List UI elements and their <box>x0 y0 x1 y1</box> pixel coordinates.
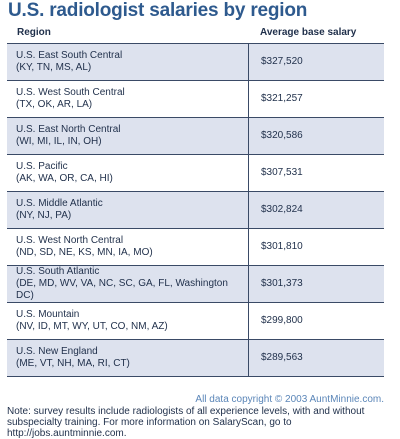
region-cell: U.S. East South Central (KY, TN, MS, AL) <box>7 43 249 81</box>
region-states: (NY, NJ, PA) <box>16 210 72 221</box>
table-header: Region Average base salary <box>7 27 384 39</box>
region-cell: U.S. South Atlantic (DE, MD, WV, VA, NC, … <box>7 265 249 303</box>
region-cell: U.S. Middle Atlantic (NY, NJ, PA) <box>7 191 249 229</box>
region-name: U.S. East South Central <box>16 50 123 61</box>
footnote: Note: survey results include radiologist… <box>7 406 365 439</box>
table-row: U.S. West South Central (TX, OK, AR, LA) $… <box>7 80 384 118</box>
salary-value: $321,257 <box>248 80 384 118</box>
region-cell: U.S. East North Central (WI, MI, IL, IN, … <box>7 117 249 155</box>
table-row: U.S. New England (ME, VT, NH, MA, RI, CT)… <box>7 339 384 377</box>
region-states: (TX, OK, AR, LA) <box>16 99 93 110</box>
region-states: (WI, MI, IL, IN, OH) <box>16 136 102 147</box>
region-name: U.S. South Atlantic <box>16 266 100 277</box>
region-cell: U.S. West North Central (ND, SD, NE, KS, … <box>7 228 249 266</box>
region-name: U.S. West South Central <box>16 87 125 98</box>
salary-value: $327,520 <box>248 43 384 81</box>
region-cell: U.S. New England (ME, VT, NH, MA, RI, CT) <box>7 339 249 377</box>
table-row: U.S. Mountain (NV, ID, MT, WY, UT, CO, NM… <box>7 302 384 340</box>
column-header-region: Region <box>17 27 51 38</box>
table-row: U.S. Middle Atlantic (NY, NJ, PA) $302,824 <box>7 191 384 229</box>
region-name: U.S. West North Central <box>16 235 124 246</box>
table-row: U.S. South Atlantic (DE, MD, WV, VA, NC, … <box>7 265 384 303</box>
table-row: U.S. Pacific (AK, WA, OR, CA, HI) $307,531 <box>7 154 384 192</box>
salary-value: $307,531 <box>248 154 384 192</box>
region-cell: U.S. West South Central (TX, OK, AR, LA) <box>7 80 249 118</box>
salary-value: $299,800 <box>248 302 384 340</box>
table-row: U.S. West North Central (ND, SD, NE, KS, … <box>7 228 384 266</box>
region-states: (ND, SD, NE, KS, MN, IA, MO) <box>16 247 153 258</box>
region-name: U.S. East North Central <box>16 124 121 135</box>
column-header-salary: Average base salary <box>260 27 357 38</box>
salary-table: Region Average base salary U.S. East Sou… <box>7 27 384 377</box>
region-states: (ME, VT, NH, MA, RI, CT) <box>16 358 130 369</box>
table-row: U.S. East North Central (WI, MI, IL, IN, … <box>7 117 384 155</box>
table-row: U.S. East South Central (KY, TN, MS, AL) $… <box>7 43 384 81</box>
copyright-note: All data copyright © 2003 AuntMinnie.com… <box>195 394 384 405</box>
salary-value: $302,824 <box>248 191 384 229</box>
salary-value: $320,586 <box>248 117 384 155</box>
region-name: U.S. Middle Atlantic <box>16 198 103 209</box>
region-states: (AK, WA, OR, CA, HI) <box>16 173 113 184</box>
salary-value: $301,810 <box>248 228 384 266</box>
region-name: U.S. New England <box>16 346 98 357</box>
region-cell: U.S. Mountain (NV, ID, MT, WY, UT, CO, NM… <box>7 302 249 340</box>
region-states: (DE, MD, WV, VA, NC, SC, GA, FL, Washing… <box>16 278 228 301</box>
region-states: (KY, TN, MS, AL) <box>16 62 92 73</box>
salary-value: $301,373 <box>248 265 384 303</box>
region-name: U.S. Mountain <box>16 309 80 320</box>
chart-title: U.S. radiologist salaries by region <box>8 0 308 21</box>
region-cell: U.S. Pacific (AK, WA, OR, CA, HI) <box>7 154 249 192</box>
salary-table-body: U.S. East South Central (KY, TN, MS, AL) $… <box>7 43 384 377</box>
region-name: U.S. Pacific <box>16 161 68 172</box>
region-states: (NV, ID, MT, WY, UT, CO, NM, AZ) <box>16 321 168 332</box>
salary-value: $289,563 <box>248 339 384 377</box>
